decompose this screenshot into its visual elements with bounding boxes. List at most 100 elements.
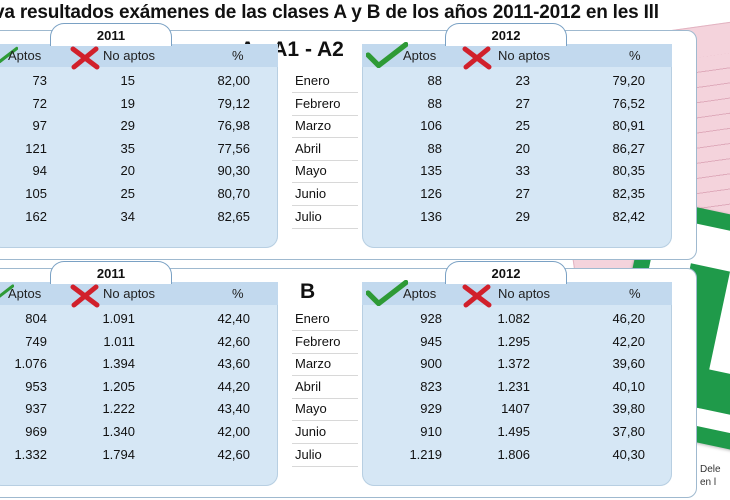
cell-pct: 40,30 [585, 447, 645, 462]
column-header-aptos: Aptos [403, 286, 436, 301]
cell-no-aptos: 1.394 [65, 356, 135, 371]
month-label: Abril [295, 379, 321, 394]
year-tab-2011: 2011 [50, 23, 172, 46]
cell-no-aptos: 29 [460, 209, 530, 224]
cell-no-aptos: 1.806 [460, 447, 530, 462]
cell-aptos: 88 [382, 141, 442, 156]
month-label: Febrero [295, 96, 341, 111]
cell-aptos: 94 [0, 163, 47, 178]
cell-aptos: 121 [0, 141, 47, 156]
cell-no-aptos: 27 [460, 186, 530, 201]
cell-aptos: 953 [0, 379, 47, 394]
footnote-line-2: en l [700, 476, 730, 489]
cell-pct: 37,80 [585, 424, 645, 439]
column-header-aptos: Aptos [8, 286, 41, 301]
month-label: Marzo [295, 356, 331, 371]
cell-aptos: 1.332 [0, 447, 47, 462]
cell-aptos: 135 [382, 163, 442, 178]
month-label: Junio [295, 186, 326, 201]
column-header-no-aptos: No aptos [498, 48, 550, 63]
column-header-aptos: Aptos [403, 48, 436, 63]
cross-icon [70, 284, 100, 313]
month-label: Mayo [295, 163, 327, 178]
month-divider [292, 228, 358, 229]
cell-no-aptos: 1.495 [460, 424, 530, 439]
cell-aptos: 945 [382, 334, 442, 349]
footnote: Dele en l [700, 463, 730, 489]
cell-pct: 76,52 [585, 96, 645, 111]
month-label: Enero [295, 311, 330, 326]
month-divider [292, 420, 358, 421]
cell-pct: 44,20 [190, 379, 250, 394]
month-divider [292, 466, 358, 467]
cell-aptos: 1.219 [382, 447, 442, 462]
cell-no-aptos: 20 [460, 141, 530, 156]
cell-pct: 43,40 [190, 401, 250, 416]
month-divider [292, 330, 358, 331]
month-divider [292, 205, 358, 206]
cell-pct: 79,12 [190, 96, 250, 111]
month-divider [292, 182, 358, 183]
year-tab-2012: 2012 [445, 261, 567, 284]
year-tab-2011: 2011 [50, 261, 172, 284]
cell-aptos: 72 [0, 96, 47, 111]
month-divider [292, 353, 358, 354]
cell-no-aptos: 1.231 [460, 379, 530, 394]
cell-no-aptos: 1.794 [65, 447, 135, 462]
cross-icon [462, 46, 492, 75]
cell-pct: 43,60 [190, 356, 250, 371]
cell-aptos: 910 [382, 424, 442, 439]
cell-pct: 80,70 [190, 186, 250, 201]
cell-no-aptos: 25 [460, 118, 530, 133]
cell-pct: 42,20 [585, 334, 645, 349]
cell-aptos: 88 [382, 73, 442, 88]
month-label: Junio [295, 424, 326, 439]
cell-no-aptos: 35 [65, 141, 135, 156]
cell-pct: 77,56 [190, 141, 250, 156]
cell-no-aptos: 29 [65, 118, 135, 133]
cell-no-aptos: 1407 [460, 401, 530, 416]
month-divider [292, 375, 358, 376]
cell-aptos: 749 [0, 334, 47, 349]
month-label: Abril [295, 141, 321, 156]
month-label: Julio [295, 209, 322, 224]
cell-pct: 42,00 [190, 424, 250, 439]
cell-pct: 80,35 [585, 163, 645, 178]
cell-aptos: 937 [0, 401, 47, 416]
footnote-line-1: Dele [700, 463, 730, 476]
month-label: Marzo [295, 118, 331, 133]
cell-no-aptos: 1.340 [65, 424, 135, 439]
cell-aptos: 969 [0, 424, 47, 439]
month-divider [292, 137, 358, 138]
month-divider [292, 115, 358, 116]
cell-no-aptos: 33 [460, 163, 530, 178]
cell-pct: 82,35 [585, 186, 645, 201]
column-header-no-aptos: No aptos [103, 286, 155, 301]
cell-pct: 39,60 [585, 356, 645, 371]
cell-pct: 80,91 [585, 118, 645, 133]
cross-icon [462, 284, 492, 313]
column-header-no-aptos: No aptos [498, 286, 550, 301]
check-icon [366, 280, 408, 311]
cell-pct: 42,60 [190, 447, 250, 462]
cell-pct: 82,65 [190, 209, 250, 224]
cell-no-aptos: 1.011 [65, 334, 135, 349]
check-icon [366, 42, 408, 73]
cell-aptos: 162 [0, 209, 47, 224]
cell-pct: 42,60 [190, 334, 250, 349]
cell-aptos: 1.076 [0, 356, 47, 371]
month-divider [292, 443, 358, 444]
cell-pct: 90,30 [190, 163, 250, 178]
cell-no-aptos: 19 [65, 96, 135, 111]
cell-pct: 39,80 [585, 401, 645, 416]
year-tab-2012: 2012 [445, 23, 567, 46]
cell-aptos: 88 [382, 96, 442, 111]
cell-aptos: 106 [382, 118, 442, 133]
cell-aptos: 929 [382, 401, 442, 416]
cell-pct: 76,98 [190, 118, 250, 133]
column-header-pct: % [629, 48, 641, 63]
cell-no-aptos: 34 [65, 209, 135, 224]
column-header-pct: % [232, 286, 244, 301]
cell-pct: 42,40 [190, 311, 250, 326]
month-divider [292, 398, 358, 399]
